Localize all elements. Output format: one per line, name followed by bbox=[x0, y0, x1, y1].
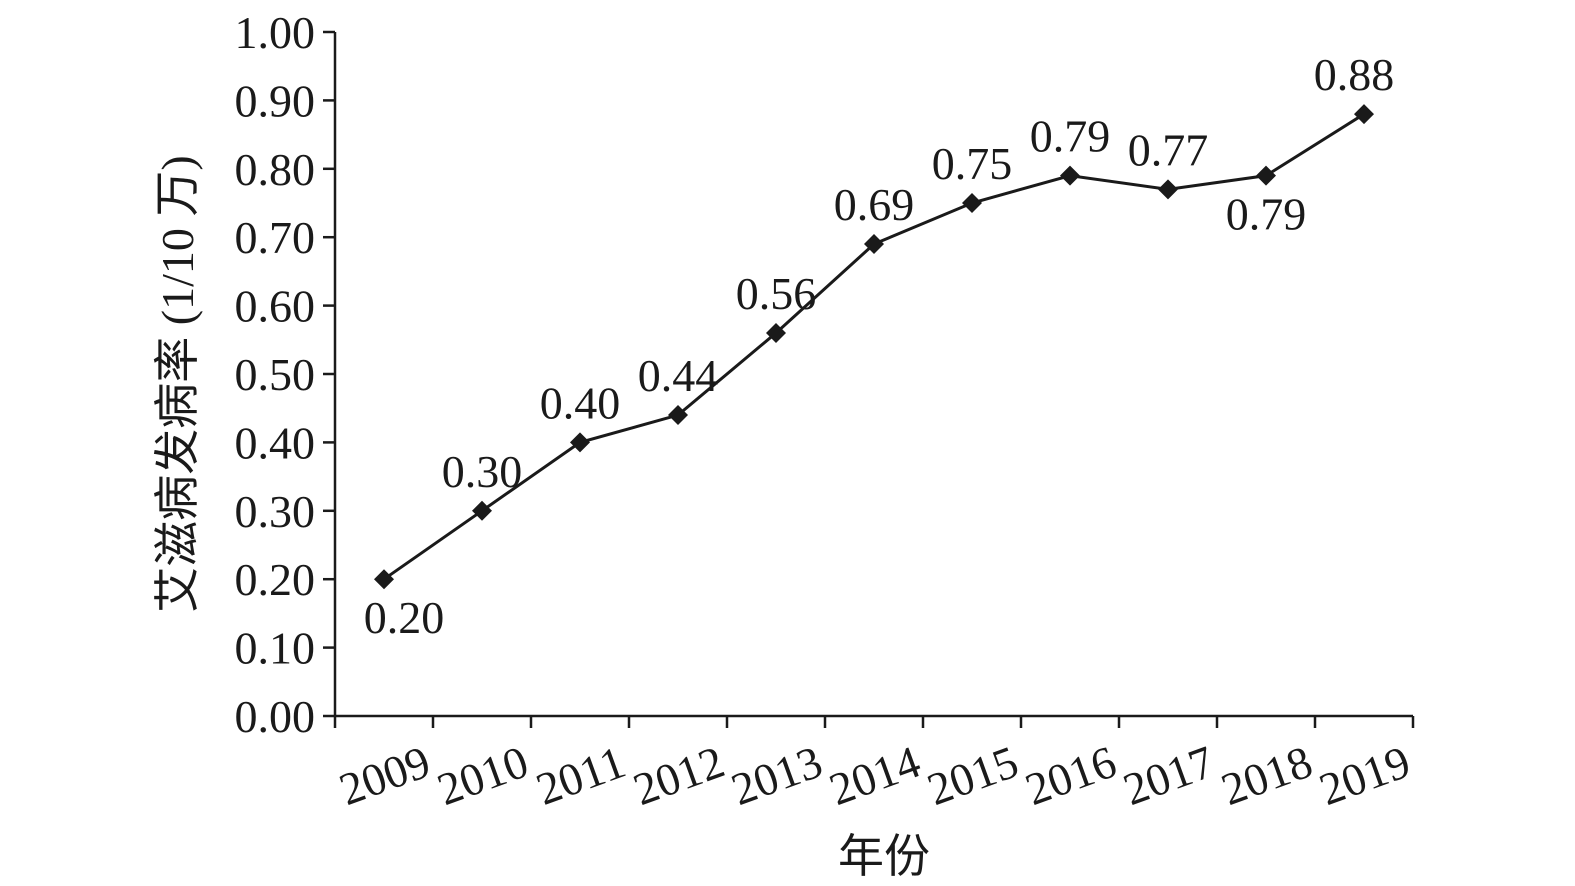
y-axis-ticks: 0.00 0.10 0.20 0.30 0.40 0.50 0.60 0.70 0.80 0.90… bbox=[235, 7, 335, 742]
data-label: 0.79 bbox=[1030, 111, 1111, 162]
y-tick-label: 0.50 bbox=[235, 349, 316, 400]
x-tick-label: 2009 bbox=[333, 736, 437, 815]
x-tick-label: 2018 bbox=[1215, 736, 1319, 815]
data-label: 0.44 bbox=[638, 350, 719, 401]
x-tick-label: 2012 bbox=[627, 736, 731, 815]
x-axis-ticks: 2009201020112012201320142015201620172018… bbox=[333, 716, 1417, 815]
data-label: 0.79 bbox=[1226, 189, 1307, 240]
y-tick-label: 0.90 bbox=[235, 75, 316, 126]
data-point-marker bbox=[1354, 104, 1374, 125]
x-tick-label: 2019 bbox=[1313, 736, 1417, 815]
data-label: 0.40 bbox=[540, 377, 621, 428]
data-label: 0.69 bbox=[834, 179, 915, 230]
data-label: 0.88 bbox=[1314, 49, 1395, 100]
y-tick-label: 0.80 bbox=[235, 144, 316, 195]
y-tick-label: 0.10 bbox=[235, 623, 316, 674]
x-tick-label: 2017 bbox=[1117, 736, 1221, 815]
data-point-marker bbox=[1060, 165, 1080, 186]
data-point-marker bbox=[668, 405, 688, 426]
y-axis-title: 艾滋病发病率 (1/10 万) bbox=[152, 155, 203, 612]
data-point-marker bbox=[766, 322, 786, 343]
x-tick-label: 2010 bbox=[431, 736, 535, 815]
data-labels-group: 0.20 0.30 0.40 0.44 0.56 0.69 0.75 0.79 0.77 0.79… bbox=[364, 49, 1395, 643]
data-point-marker bbox=[962, 193, 982, 213]
x-axis-title: 年份 bbox=[838, 831, 930, 882]
y-tick-label: 0.60 bbox=[235, 281, 316, 332]
y-tick-label: 0.30 bbox=[235, 486, 316, 537]
data-label: 0.75 bbox=[932, 138, 1013, 189]
x-tick-label: 2015 bbox=[921, 736, 1025, 815]
data-label: 0.30 bbox=[442, 446, 523, 497]
data-label: 0.20 bbox=[364, 592, 445, 643]
axes bbox=[333, 32, 1413, 718]
series-group bbox=[374, 104, 1374, 590]
data-point-marker bbox=[374, 569, 394, 590]
data-label: 0.56 bbox=[736, 268, 817, 319]
data-point-marker bbox=[472, 500, 492, 521]
y-tick-label: 0.20 bbox=[235, 554, 316, 605]
data-point-marker bbox=[1256, 165, 1276, 186]
data-label: 0.77 bbox=[1128, 124, 1209, 175]
y-tick-label: 0.00 bbox=[235, 691, 316, 742]
data-point-marker bbox=[570, 432, 590, 453]
y-tick-label: 0.70 bbox=[235, 212, 316, 263]
data-point-marker bbox=[864, 234, 884, 255]
x-tick-label: 2013 bbox=[725, 736, 829, 815]
x-tick-label: 2016 bbox=[1019, 736, 1123, 815]
data-point-marker bbox=[1158, 179, 1178, 200]
y-tick-label: 0.40 bbox=[235, 417, 316, 468]
y-tick-label: 1.00 bbox=[235, 7, 316, 58]
x-tick-label: 2014 bbox=[823, 736, 927, 815]
x-tick-label: 2011 bbox=[530, 736, 632, 815]
